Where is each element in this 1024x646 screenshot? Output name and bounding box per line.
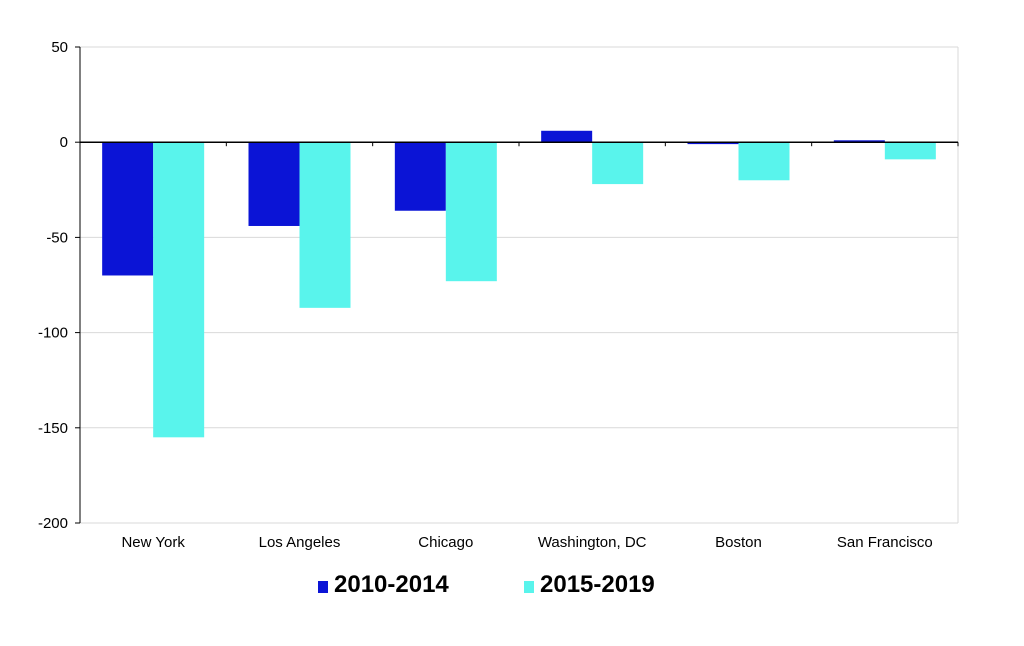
bar-2015-2019-Washington, DC [592,142,644,185]
bar-2015-2019-Los Angeles [299,142,351,308]
legend-label: 2010-2014 [334,571,449,598]
legend: 2010-2014 2015-2019 [318,571,655,598]
axes [79,47,959,523]
bar-2010-2014-Chicago [394,142,446,211]
bars [102,130,936,438]
x-tick-label: Chicago [418,534,473,551]
y-tick-label: -200 [38,515,68,532]
legend-swatch [318,581,328,593]
legend-swatch [524,581,534,593]
bar-2015-2019-Boston [738,142,790,181]
x-axis-labels: New York Los Angeles Chicago Washington, DC… [121,534,932,551]
gridlines [80,46,959,524]
y-tick-label: 50 [51,39,68,56]
y-tick-label: -100 [38,325,68,342]
x-tick-label: New York [121,534,185,551]
x-tick-label: Boston [715,534,762,551]
x-tick-label: Los Angeles [259,534,341,551]
bar-2015-2019-New York [153,142,205,438]
x-tick-label: Washington, DC [538,534,647,551]
bar-2010-2014-Washington, DC [541,130,593,143]
bar-2010-2014-Los Angeles [248,142,300,226]
y-tick-label: -150 [38,420,68,437]
legend-label: 2015-2019 [540,571,655,598]
x-tick-label: San Francisco [837,534,933,551]
bar-2010-2014-Boston [687,142,739,145]
bar-2010-2014-San Francisco [833,140,885,143]
bar-2015-2019-San Francisco [884,142,936,160]
y-tick-label: -50 [46,229,68,246]
y-tick-label: 0 [60,134,68,151]
bar-2015-2019-Chicago [445,142,497,282]
bar-2010-2014-New York [102,142,154,276]
y-axis-ticks: 50 0 -50 -100 -150 -200 [38,39,80,532]
